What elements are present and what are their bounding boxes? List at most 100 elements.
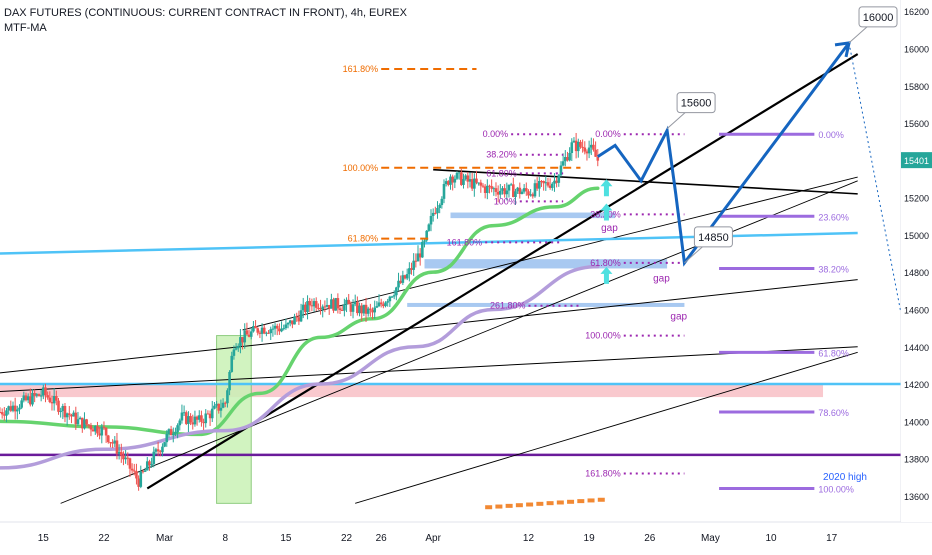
volume-step <box>587 498 595 503</box>
candle-body <box>262 327 266 334</box>
candle-body <box>477 182 480 184</box>
candle-body <box>115 440 119 454</box>
candle-body <box>516 187 519 192</box>
price-tick-label: 15000 <box>904 231 929 241</box>
candle-body <box>187 416 190 424</box>
candle-body <box>392 295 396 297</box>
candle-body <box>576 141 580 152</box>
candle-body <box>371 309 374 313</box>
time-axis[interactable]: 15 22 Mar 8 15 22 26 Apr 12 19 26 May 10 17 <box>0 523 932 550</box>
candle-body <box>360 305 363 314</box>
candle-body <box>174 432 177 434</box>
candle-body <box>189 416 192 423</box>
up-arrow-icon <box>600 179 613 197</box>
trend-line[interactable] <box>0 346 858 392</box>
callout-box[interactable] <box>693 226 733 248</box>
candle-body <box>210 408 214 419</box>
candle-body <box>52 395 56 404</box>
time-axis-background <box>0 523 932 550</box>
indicator-label[interactable]: MTF-MA <box>4 22 47 34</box>
candle-body <box>509 184 513 186</box>
candle-body <box>65 413 69 418</box>
candle-body <box>295 316 299 318</box>
candle-body <box>106 435 110 443</box>
candle-body <box>444 181 448 184</box>
candle-body <box>399 280 402 283</box>
candle-body <box>527 191 530 196</box>
fib-level-label: 161.80% <box>585 469 621 479</box>
candle-body <box>321 306 325 310</box>
candle-body <box>466 175 470 182</box>
candle-body <box>327 304 331 309</box>
candle-body <box>167 429 171 435</box>
candle-body <box>161 446 164 453</box>
trend-line[interactable] <box>433 168 858 195</box>
candle-body <box>260 327 264 334</box>
candle-body <box>221 402 225 408</box>
candle-body <box>104 427 108 436</box>
candle-body <box>442 183 446 199</box>
candle-body <box>592 144 595 150</box>
candle-body <box>494 188 498 192</box>
candle-body <box>68 413 71 415</box>
candle-body <box>464 175 467 180</box>
fib-level-label: 100% <box>494 196 517 206</box>
callout-pointer <box>848 26 868 44</box>
candle-body <box>481 185 485 187</box>
candle-body <box>451 176 454 183</box>
candle-body <box>83 419 86 429</box>
candle-body <box>202 421 205 424</box>
price-axis[interactable]: 13600 13800 14000 14200 14400 14600 14800 15000… <box>901 0 932 522</box>
candle-body <box>63 405 67 418</box>
volume-step <box>567 499 575 504</box>
candle-body <box>479 182 483 186</box>
trend-line[interactable] <box>355 351 858 504</box>
candle-body <box>548 185 552 188</box>
candle-body <box>525 188 528 192</box>
candle-body <box>581 146 584 148</box>
time-tick-label: 19 <box>584 533 596 544</box>
candle-body <box>152 451 156 464</box>
candle-body <box>85 419 88 425</box>
candle-body <box>403 275 407 279</box>
callout-box[interactable] <box>858 6 898 28</box>
candle-body <box>61 405 65 412</box>
candle-body <box>319 308 322 310</box>
candle-body <box>436 207 439 214</box>
candle-body <box>143 470 147 472</box>
candle-body <box>9 406 13 411</box>
candle-body <box>50 402 54 404</box>
candle-body <box>596 156 600 161</box>
candle-body <box>427 224 431 231</box>
candle-body <box>284 324 288 329</box>
candle-body <box>540 180 543 182</box>
candle-body <box>535 183 539 189</box>
candle-body <box>124 457 127 460</box>
fib-level-label: 0.00% <box>483 129 509 139</box>
candle-body <box>416 253 420 262</box>
up-arrow-icon <box>600 266 613 284</box>
candle-body <box>72 412 75 417</box>
callout-pointer <box>666 112 686 130</box>
volume-step <box>536 501 544 506</box>
callouts-layer: 16000 15600 14850 2020 high <box>666 6 898 483</box>
candle-body <box>126 457 130 459</box>
candle-body <box>31 393 34 405</box>
highlight-zone <box>216 335 252 504</box>
price-tick-label: 14000 <box>904 417 929 427</box>
candle-body <box>42 387 45 396</box>
fib-level-label: 61.80% <box>348 234 379 244</box>
trend-line[interactable] <box>0 279 858 374</box>
candle-body <box>514 191 517 198</box>
candle-body <box>228 371 231 391</box>
candle-body <box>323 306 327 308</box>
candle-body <box>178 420 182 426</box>
callout-box[interactable] <box>676 92 716 114</box>
candle-body <box>74 412 78 425</box>
trend-line[interactable] <box>242 176 858 331</box>
candle-body <box>462 179 465 185</box>
candle-body <box>100 426 104 436</box>
